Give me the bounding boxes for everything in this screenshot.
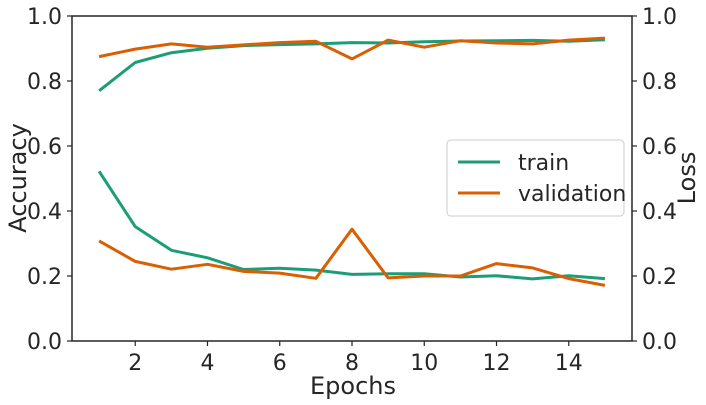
legend: train validation — [446, 139, 626, 217]
x-tick-label: 4 — [200, 351, 214, 376]
series-line-validation-accuracy — [98, 36, 605, 61]
x-axis-title: Epochs — [310, 372, 396, 400]
legend-label-train: train — [518, 151, 569, 176]
left-y-tick-label: 0.0 — [27, 330, 62, 355]
right-y-tick-label: 1.0 — [642, 5, 677, 30]
right-y-axis-title: Loss — [673, 152, 701, 205]
legend-box — [446, 139, 625, 217]
left-y-tick-label: 0.2 — [27, 265, 62, 290]
x-tick-label: 8 — [345, 351, 359, 376]
right-y-tick-label: 0.0 — [642, 330, 677, 355]
x-tick-label: 10 — [410, 351, 438, 376]
left-y-tick-label: 0.8 — [27, 70, 62, 95]
left-y-tick-label: 0.4 — [27, 200, 62, 225]
right-y-tick-label: 0.8 — [642, 70, 677, 95]
right-y-tick-label: 0.4 — [642, 200, 677, 225]
x-tick-label: 12 — [483, 351, 511, 376]
series-line-train-loss — [97, 170, 606, 281]
series-lines — [97, 36, 606, 287]
x-tick-label: 14 — [555, 351, 583, 376]
left-y-tick-label: 0.6 — [27, 135, 62, 160]
x-tick-label: 6 — [273, 351, 287, 376]
series-line-train-accuracy — [98, 38, 605, 92]
right-y-tick-label: 0.2 — [642, 265, 677, 290]
legend-label-validation: validation — [518, 182, 626, 207]
left-y-axis-title: Accuracy — [4, 123, 32, 233]
x-axis-ticks: 2 4 6 8 10 12 14 — [128, 341, 583, 376]
right-y-tick-label: 0.6 — [642, 135, 677, 160]
left-y-axis-ticks: 0.0 0.2 0.4 0.6 0.8 1.0 — [27, 5, 72, 355]
right-y-axis-ticks: 0.0 0.2 0.4 0.6 0.8 1.0 — [632, 5, 677, 355]
series-line-validation-loss — [98, 227, 606, 287]
left-y-tick-label: 1.0 — [27, 5, 62, 30]
x-tick-label: 2 — [128, 351, 142, 376]
